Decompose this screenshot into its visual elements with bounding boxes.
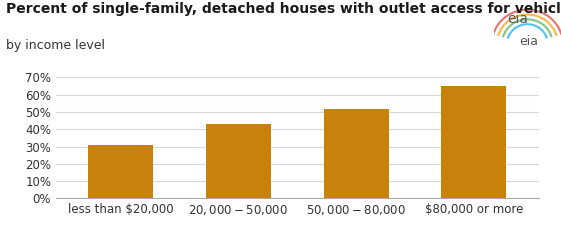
- Text: eia: eia: [508, 12, 528, 26]
- Bar: [206, 124, 271, 198]
- Bar: [89, 145, 153, 198]
- Bar: [442, 86, 506, 198]
- Bar: [324, 109, 389, 198]
- Text: eia: eia: [519, 35, 538, 48]
- Text: Percent of single-family, detached houses with outlet access for vehicles: Percent of single-family, detached house…: [6, 2, 561, 16]
- Text: by income level: by income level: [6, 39, 104, 52]
